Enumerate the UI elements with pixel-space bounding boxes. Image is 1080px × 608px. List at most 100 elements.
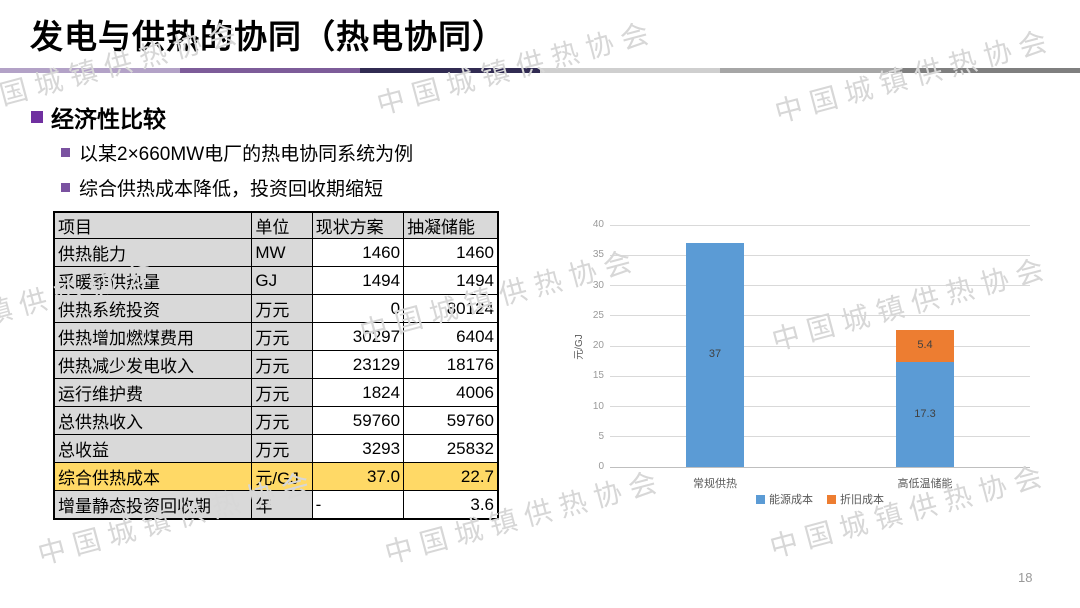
page-title: 发电与供热的协同（热电协同） <box>30 18 506 55</box>
table-cell: 综合供热成本 <box>53 462 253 491</box>
table-cell: 23129 <box>311 350 405 379</box>
table-cell: 采暖季供热量 <box>53 266 253 295</box>
table-cell: 1494 <box>311 266 405 295</box>
table-header-row: 项目 单位 现状方案 抽凝储能 <box>53 211 499 239</box>
section-heading-row: 经济性比较 <box>31 100 166 134</box>
table-cell: 1460 <box>403 238 499 267</box>
bullet-item: 以某2×660MW电厂的热电协同系统为例 <box>61 139 413 166</box>
section-heading: 经济性比较 <box>51 106 166 132</box>
table-cell: 万元 <box>251 294 313 323</box>
y-axis-tick-label: 10 <box>592 400 604 412</box>
table-cell: 万元 <box>251 406 313 435</box>
table-cell: 25832 <box>403 434 499 463</box>
gridline <box>610 406 1030 407</box>
y-axis-tick-label: 5 <box>598 430 604 442</box>
table-cell: 3.6 <box>403 490 499 520</box>
y-axis-tick-label: 40 <box>592 219 604 230</box>
y-axis-tick-label: 30 <box>592 279 604 291</box>
table-cell: 1460 <box>311 238 405 267</box>
watermark: 中国城镇供热协会 <box>771 23 1058 129</box>
table-header: 单位 <box>251 211 313 239</box>
gridline <box>610 375 1030 377</box>
legend-label: 折旧成本 <box>840 494 884 506</box>
table-cell: 万元 <box>251 322 313 351</box>
table-cell: 37.0 <box>311 462 405 491</box>
gridline <box>610 315 1030 317</box>
page-number: 18 <box>1018 570 1033 585</box>
table-cell: 供热减少发电收入 <box>53 350 253 379</box>
bar-segment: 5.4 <box>896 329 954 363</box>
x-axis-category-label: 常规供热 <box>693 478 737 490</box>
bar-data-label: 37 <box>708 348 722 361</box>
table-cell: 供热能力 <box>53 238 253 267</box>
table-cell: 总供热收入 <box>53 406 253 435</box>
cost-comparison-chart: 元/GJ 0 5 10 15 20 25 30 35 40 37 17.3 5.4 常规供热 高低温储能… <box>560 190 1080 520</box>
legend-item: 能源成本 <box>756 491 813 507</box>
bullet-text: 综合供热成本降低，投资回收期缩短 <box>79 179 384 200</box>
table-cell: 元/GJ <box>251 462 313 491</box>
bullet-square-icon <box>61 148 70 157</box>
table-row: 供热增加燃煤费用 万元 30297 6404 <box>53 322 499 351</box>
table-cell: 供热增加燃煤费用 <box>53 322 253 351</box>
table-cell: 1824 <box>311 378 405 407</box>
table-cell: 6404 <box>403 322 499 351</box>
table-row-highlighted: 综合供热成本 元/GJ 37.0 22.7 <box>53 462 499 491</box>
table-row: 增量静态投资回收期 年 - 3.6 <box>53 490 499 520</box>
table-cell: 1494 <box>403 266 499 295</box>
chart-plot-area: 0 5 10 15 20 25 30 35 40 37 17.3 5.4 <box>593 219 1030 472</box>
bullet-square-icon <box>31 111 43 123</box>
table-cell: GJ <box>251 266 313 295</box>
table-cell: 万元 <box>251 434 313 463</box>
gridline <box>610 345 1030 347</box>
divider <box>0 68 1080 73</box>
table-row: 供热减少发电收入 万元 23129 18176 <box>53 350 499 379</box>
legend-swatch-icon <box>756 494 765 504</box>
table-cell: 年 <box>251 490 313 520</box>
y-axis-tick-label: 0 <box>598 461 604 472</box>
table-cell: 22.7 <box>403 462 499 491</box>
table-cell: 万元 <box>251 378 313 407</box>
bullet-item: 综合供热成本降低，投资回收期缩短 <box>61 174 383 201</box>
y-axis-tick-label: 25 <box>592 309 604 321</box>
table-cell: MW <box>251 238 313 267</box>
bar-data-label: 5.4 <box>917 339 933 352</box>
legend-item: 折旧成本 <box>827 491 884 507</box>
table-cell: 供热系统投资 <box>53 294 253 323</box>
bar-segment: 17.3 <box>896 362 954 467</box>
bar-segment: 37 <box>686 243 744 467</box>
table-row: 供热系统投资 万元 0 80124 <box>53 294 499 323</box>
gridline <box>610 254 1030 256</box>
bullet-text: 以某2×660MW电厂的热电协同系统为例 <box>79 144 414 165</box>
table-cell: 59760 <box>311 406 405 435</box>
divider-segment <box>360 68 540 73</box>
bullet-square-icon <box>61 183 70 192</box>
divider-segment <box>0 68 180 73</box>
chart-legend: 能源成本 折旧成本 <box>610 491 1030 507</box>
table-cell: 18176 <box>403 350 499 379</box>
divider-segment <box>900 68 1080 73</box>
comparison-table: 项目 单位 现状方案 抽凝储能 供热能力 MW 1460 1460 采暖季供热量… <box>53 211 499 520</box>
table-cell: 59760 <box>403 406 499 435</box>
divider-segment <box>180 68 360 73</box>
y-axis-tick-label: 15 <box>592 370 604 382</box>
bar-data-label: 17.3 <box>914 407 936 420</box>
table-header: 项目 <box>53 211 253 239</box>
table-cell: 80124 <box>403 294 499 323</box>
table-cell: 万元 <box>251 350 313 379</box>
table-header: 抽凝储能 <box>403 211 499 239</box>
x-axis-category-label: 高低温储能 <box>897 478 953 490</box>
legend-label: 能源成本 <box>769 494 813 506</box>
table-cell: - <box>311 490 405 520</box>
table-row: 采暖季供热量 GJ 1494 1494 <box>53 266 499 295</box>
divider-segment <box>540 68 720 73</box>
table-cell: 增量静态投资回收期 <box>53 490 253 520</box>
legend-swatch-icon <box>827 494 836 504</box>
table-row: 总收益 万元 3293 25832 <box>53 434 499 463</box>
table-cell: 0 <box>311 294 405 323</box>
divider-segment <box>720 68 900 73</box>
table-row: 总供热收入 万元 59760 59760 <box>53 406 499 435</box>
gridline <box>610 224 1030 226</box>
table-header: 现状方案 <box>311 211 405 239</box>
table-row: 运行维护费 万元 1824 4006 <box>53 378 499 407</box>
